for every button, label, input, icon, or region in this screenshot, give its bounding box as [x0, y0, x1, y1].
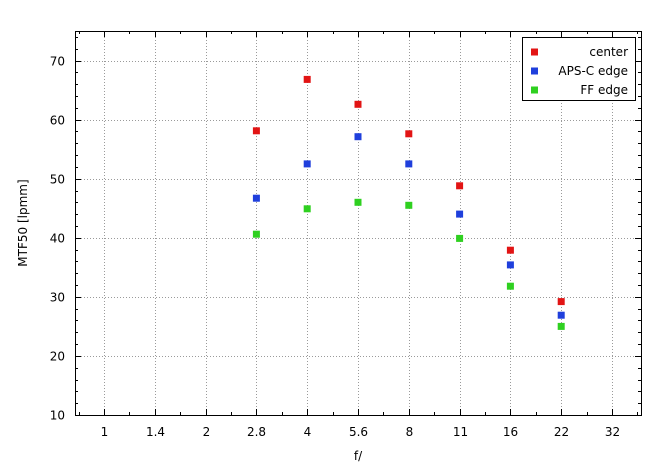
- x-tick-label: 1: [101, 425, 109, 439]
- y-tick-label: 50: [50, 173, 65, 187]
- point-aps-c-edge: [506, 261, 514, 269]
- x-tick-label: 1.4: [146, 425, 165, 439]
- y-tick-label: 60: [50, 114, 65, 128]
- legend-label: FF edge: [580, 83, 628, 97]
- point-aps-c-edge: [405, 160, 413, 168]
- legend-swatch: [531, 67, 538, 75]
- x-tick-label: 22: [554, 425, 569, 439]
- point-ff-edge: [354, 198, 362, 206]
- point-aps-c-edge: [252, 194, 260, 202]
- x-tick-label: 4: [304, 425, 312, 439]
- legend-label: APS-C edge: [558, 64, 628, 78]
- x-tick-label: 8: [406, 425, 414, 439]
- y-tick-label: 10: [50, 409, 65, 423]
- x-tick-label: 16: [503, 425, 518, 439]
- point-ff-edge: [405, 201, 413, 209]
- legend-swatch: [531, 48, 538, 56]
- point-center: [456, 182, 464, 190]
- x-tick-label: 2.8: [247, 425, 266, 439]
- legend: center APS-C edge FF edge: [522, 37, 636, 101]
- x-tick-label: 32: [605, 425, 620, 439]
- legend-box: [522, 37, 636, 101]
- x-tick-label: 11: [453, 425, 468, 439]
- legend-swatch: [531, 86, 538, 94]
- point-ff-edge: [557, 322, 565, 330]
- point-center: [252, 127, 260, 135]
- point-aps-c-edge: [557, 311, 565, 319]
- point-aps-c-edge: [303, 160, 311, 168]
- point-aps-c-edge: [456, 210, 464, 218]
- point-center: [405, 130, 413, 138]
- point-ff-edge: [506, 282, 514, 290]
- point-ff-edge: [303, 205, 311, 213]
- point-center: [303, 75, 311, 83]
- point-aps-c-edge: [354, 133, 362, 141]
- x-axis-label: f/: [354, 449, 363, 463]
- y-tick-label: 30: [50, 291, 65, 305]
- point-center: [506, 246, 514, 254]
- point-center: [354, 100, 362, 108]
- data-points: [252, 75, 565, 330]
- point-ff-edge: [456, 234, 464, 242]
- x-tick-label: 5.6: [349, 425, 368, 439]
- y-axis-label: MTF50 [lpmm]: [16, 179, 30, 266]
- point-center: [557, 298, 565, 306]
- y-tick-label: 70: [50, 55, 65, 69]
- point-ff-edge: [252, 230, 260, 238]
- y-tick-label: 20: [50, 350, 65, 364]
- x-tick-label: 2: [203, 425, 211, 439]
- legend-label: center: [589, 45, 628, 59]
- axes: 10 20 30 40 50 60 70 1 1.4 2 2.8 4 5.6 8 11 16 22 32: [50, 31, 641, 439]
- y-tick-label: 40: [50, 232, 65, 246]
